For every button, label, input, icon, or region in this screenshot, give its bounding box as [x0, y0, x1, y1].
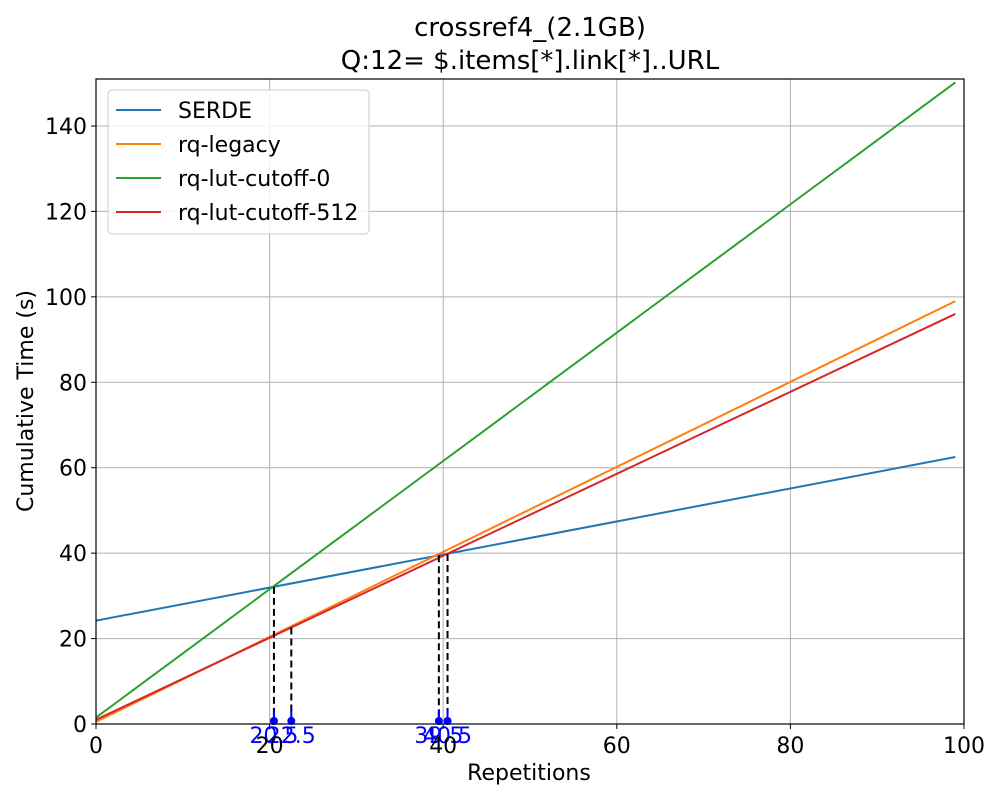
x-tick-label: 0	[89, 734, 103, 759]
y-tick-label: 60	[59, 457, 87, 482]
series-lines	[95, 81, 956, 723]
y-axis-label: Cumulative Time (s)	[14, 290, 39, 512]
y-tick-label: 120	[45, 200, 87, 225]
crossover-markers: 20.522.5 39.540.5	[249, 553, 472, 749]
axes	[95, 78, 965, 725]
x-tick-label: 80	[776, 734, 804, 759]
y-tick-label: 40	[59, 542, 87, 567]
plot-frame	[95, 78, 965, 725]
y-tick-label: 100	[45, 286, 87, 311]
chart-title-line-2: Q:12= $.items[*].link[*]..URL	[341, 46, 720, 76]
y-tick-label: 20	[59, 628, 87, 653]
x-axis-label: Repetitions	[467, 761, 591, 786]
legend: SERDE rq-legacy rq-lut-cutoff-0 rq-lut-cuto…	[107, 89, 370, 235]
y-tick-label: 80	[59, 371, 87, 396]
legend-label-SERDE: SERDE	[178, 99, 252, 124]
x-tick-label: 60	[603, 734, 631, 759]
y-tick-label: 0	[73, 713, 87, 738]
legend-label-rq-legacy: rq-legacy	[178, 133, 281, 158]
legend-label-rq-lut-cutoff-512: rq-lut-cutoff-512	[178, 201, 358, 226]
x-tick-label: 100	[943, 734, 985, 759]
series-line-rq-lut-cutoff-0	[95, 81, 956, 719]
legend-box	[107, 89, 370, 235]
series-line-rq-lut-cutoff-512	[95, 313, 956, 721]
tick-labels: 0 20 40 60 80 100 0 20 40 60 80 100 120 140	[45, 115, 985, 759]
crossover-label: 20.5	[249, 724, 298, 749]
series-line-SERDE	[95, 456, 956, 622]
chart-title-line-1: crossref4_(2.1GB)	[414, 13, 646, 43]
crossover-label: 22.5	[267, 724, 316, 749]
y-tick-label: 140	[45, 115, 87, 140]
legend-label-rq-lut-cutoff-0: rq-lut-cutoff-0	[178, 167, 330, 192]
x-tick-label: 40	[429, 734, 457, 759]
x-tick-label: 20	[256, 734, 284, 759]
crossover-label: 40.5	[423, 724, 472, 749]
crossover-label: 39.5	[414, 724, 463, 749]
